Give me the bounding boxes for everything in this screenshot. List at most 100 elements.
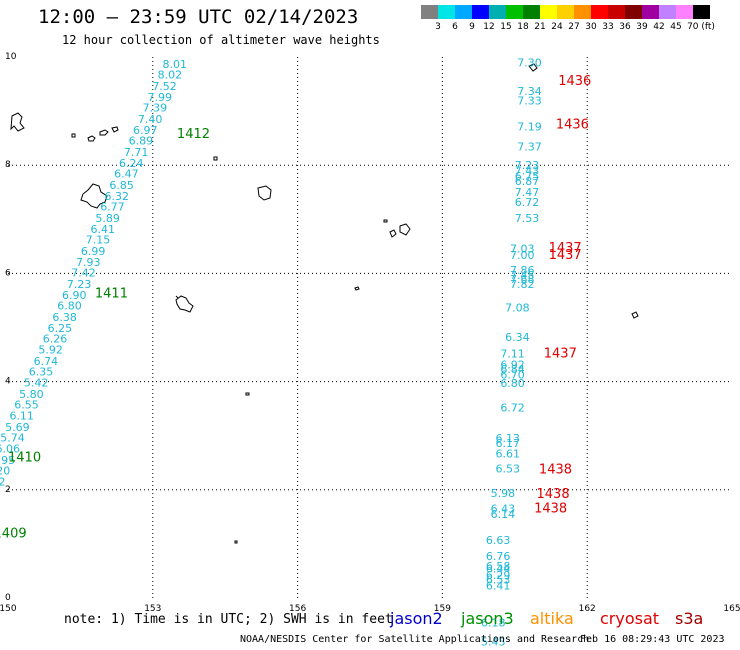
time-label: 1437 [549, 241, 582, 256]
wave-height-label: 7.52 [152, 80, 177, 93]
wave-height-label: 7.39 [143, 102, 168, 115]
wave-height-label: 6.24 [119, 157, 144, 170]
wave-height-label: 6.43 [491, 503, 515, 516]
island-outline [257, 185, 272, 201]
scale-swatch [659, 5, 676, 19]
island-outline [99, 129, 109, 136]
wave-height-label: 6.44 [486, 563, 511, 576]
wave-height-label: 7.19 [517, 121, 542, 134]
wave-height-label: 6.85 [109, 179, 134, 192]
island-outline [71, 133, 76, 138]
lon-tick-label: 159 [434, 604, 451, 614]
scale-label: 24 [551, 22, 563, 32]
wave-height-label: 6.77 [100, 201, 125, 214]
wave-height-label: 7.08 [505, 301, 530, 314]
scale-swatch [642, 5, 659, 19]
wave-height-label: 5.69 [5, 421, 30, 434]
wave-height-label: 5.43 [481, 636, 506, 649]
scale-label: 15 [500, 22, 512, 32]
mission-jason3: jason3 [461, 609, 514, 628]
wave-height-label: 6.26 [43, 333, 68, 346]
time-label: 1438 [537, 487, 570, 502]
wave-height-label: 7.23 [515, 159, 540, 172]
wave-height-label: 6.80 [57, 300, 81, 313]
lat-tick-label: 0 [5, 593, 11, 603]
wave-height-label: 7.00 [510, 249, 535, 262]
scale-swatch [676, 5, 693, 19]
wave-height-label: 7.03 [510, 242, 535, 255]
mission-cryosat: cryosat [600, 609, 660, 628]
island-outline [354, 286, 360, 291]
island-outlines [10, 63, 639, 544]
wave-height-label: 8.01 [162, 58, 187, 71]
track-east: 7.30 7.347.33 7.19 7.37 7.237.436.756.877.47… [481, 57, 542, 649]
lon-tick-label: 153 [144, 604, 161, 614]
wave-height-label: 6.97 [133, 124, 158, 137]
lat-tick-label: 2 [5, 485, 11, 495]
chart-title: 12:00 – 23:59 UTC 02/14/2023 [38, 6, 359, 28]
scale-swatch [574, 5, 591, 19]
lon-tick-label: 165 [723, 604, 740, 614]
wave-height-label: 6.41 [91, 223, 116, 236]
scale-swatch [523, 5, 540, 19]
time-label: 1436 [556, 117, 589, 132]
wave-height-label: 7.45 [510, 269, 535, 282]
island-outline [80, 183, 108, 209]
scale-label: 39 [636, 22, 648, 32]
scale-swatch [455, 5, 472, 19]
lat-tick-label: 8 [5, 160, 11, 170]
wave-height-label: 6.18 [481, 617, 506, 630]
wave-height-label: 6.58 [486, 560, 511, 573]
scale-label: 70 (ft) [687, 22, 715, 32]
wave-height-label: 6.55 [14, 399, 39, 412]
scale-label: 9 [469, 22, 475, 32]
wave-height-label: 6.76 [486, 550, 511, 563]
time-labels: 1412141114101409143614361437143714371438… [0, 74, 591, 541]
time-label: 1409 [0, 526, 27, 541]
scale-swatch [557, 5, 574, 19]
wave-height-label: 7.33 [517, 95, 542, 108]
wave-height-label: 6.20 [0, 465, 10, 478]
wave-height-label: 6.70 [500, 368, 525, 381]
scale-swatch [421, 5, 438, 19]
scale-swatch [438, 5, 455, 19]
scale-label: 42 [653, 22, 665, 32]
wave-height-label: 6.61 [495, 447, 520, 460]
wave-height-label: 7.93 [76, 256, 101, 269]
wave-height-label: 5.89 [95, 212, 120, 225]
chart-subtitle: 12 hour collection of altimeter wave hei… [62, 33, 380, 47]
time-label: 1436 [558, 74, 591, 89]
wave-height-label: 6.99 [81, 245, 106, 258]
footer-timestamp: Feb 16 08:29:43 UTC 2023 [580, 634, 725, 645]
island-outline [175, 295, 179, 299]
lon-tick-label: 150 [0, 604, 17, 614]
wave-height-label: 5.74 [0, 432, 25, 445]
scale-swatch [472, 5, 489, 19]
wave-height-label: 7.47 [515, 186, 540, 199]
wave-height-label: 6.87 [515, 175, 540, 188]
island-outline [383, 219, 388, 223]
scale-label: 21 [534, 22, 546, 32]
wave-height-label: 6.13 [495, 432, 520, 445]
wave-height-label: 8.02 [158, 69, 183, 82]
wave-height-label: 7.68 [510, 273, 535, 286]
map-grid [8, 57, 732, 598]
wave-height-label: 7.34 [517, 85, 542, 98]
lat-tick-label: 10 [5, 52, 17, 62]
time-label: 1438 [539, 463, 572, 478]
wave-height-label: 6.72 [500, 401, 525, 414]
wave-height-label: 6.53 [486, 573, 511, 586]
wave-height-label: 6.63 [486, 534, 511, 547]
lon-tick-label: 156 [289, 604, 306, 614]
lat-tick-label: 6 [5, 268, 11, 278]
wave-height-label: 7.99 [147, 91, 172, 104]
scale-label: 12 [483, 22, 495, 32]
scale-label: 27 [568, 22, 580, 32]
island-outline [111, 126, 119, 133]
scale-swatch [506, 5, 523, 19]
footer-credit: NOAA/NESDIS Center for Satellite Applica… [240, 634, 590, 645]
wave-height-label: 6.92 [500, 359, 525, 372]
wave-height-label: 6.74 [34, 355, 59, 368]
wave-height-label: 7.30 [517, 57, 542, 70]
lat-tick-label: 4 [5, 377, 11, 387]
